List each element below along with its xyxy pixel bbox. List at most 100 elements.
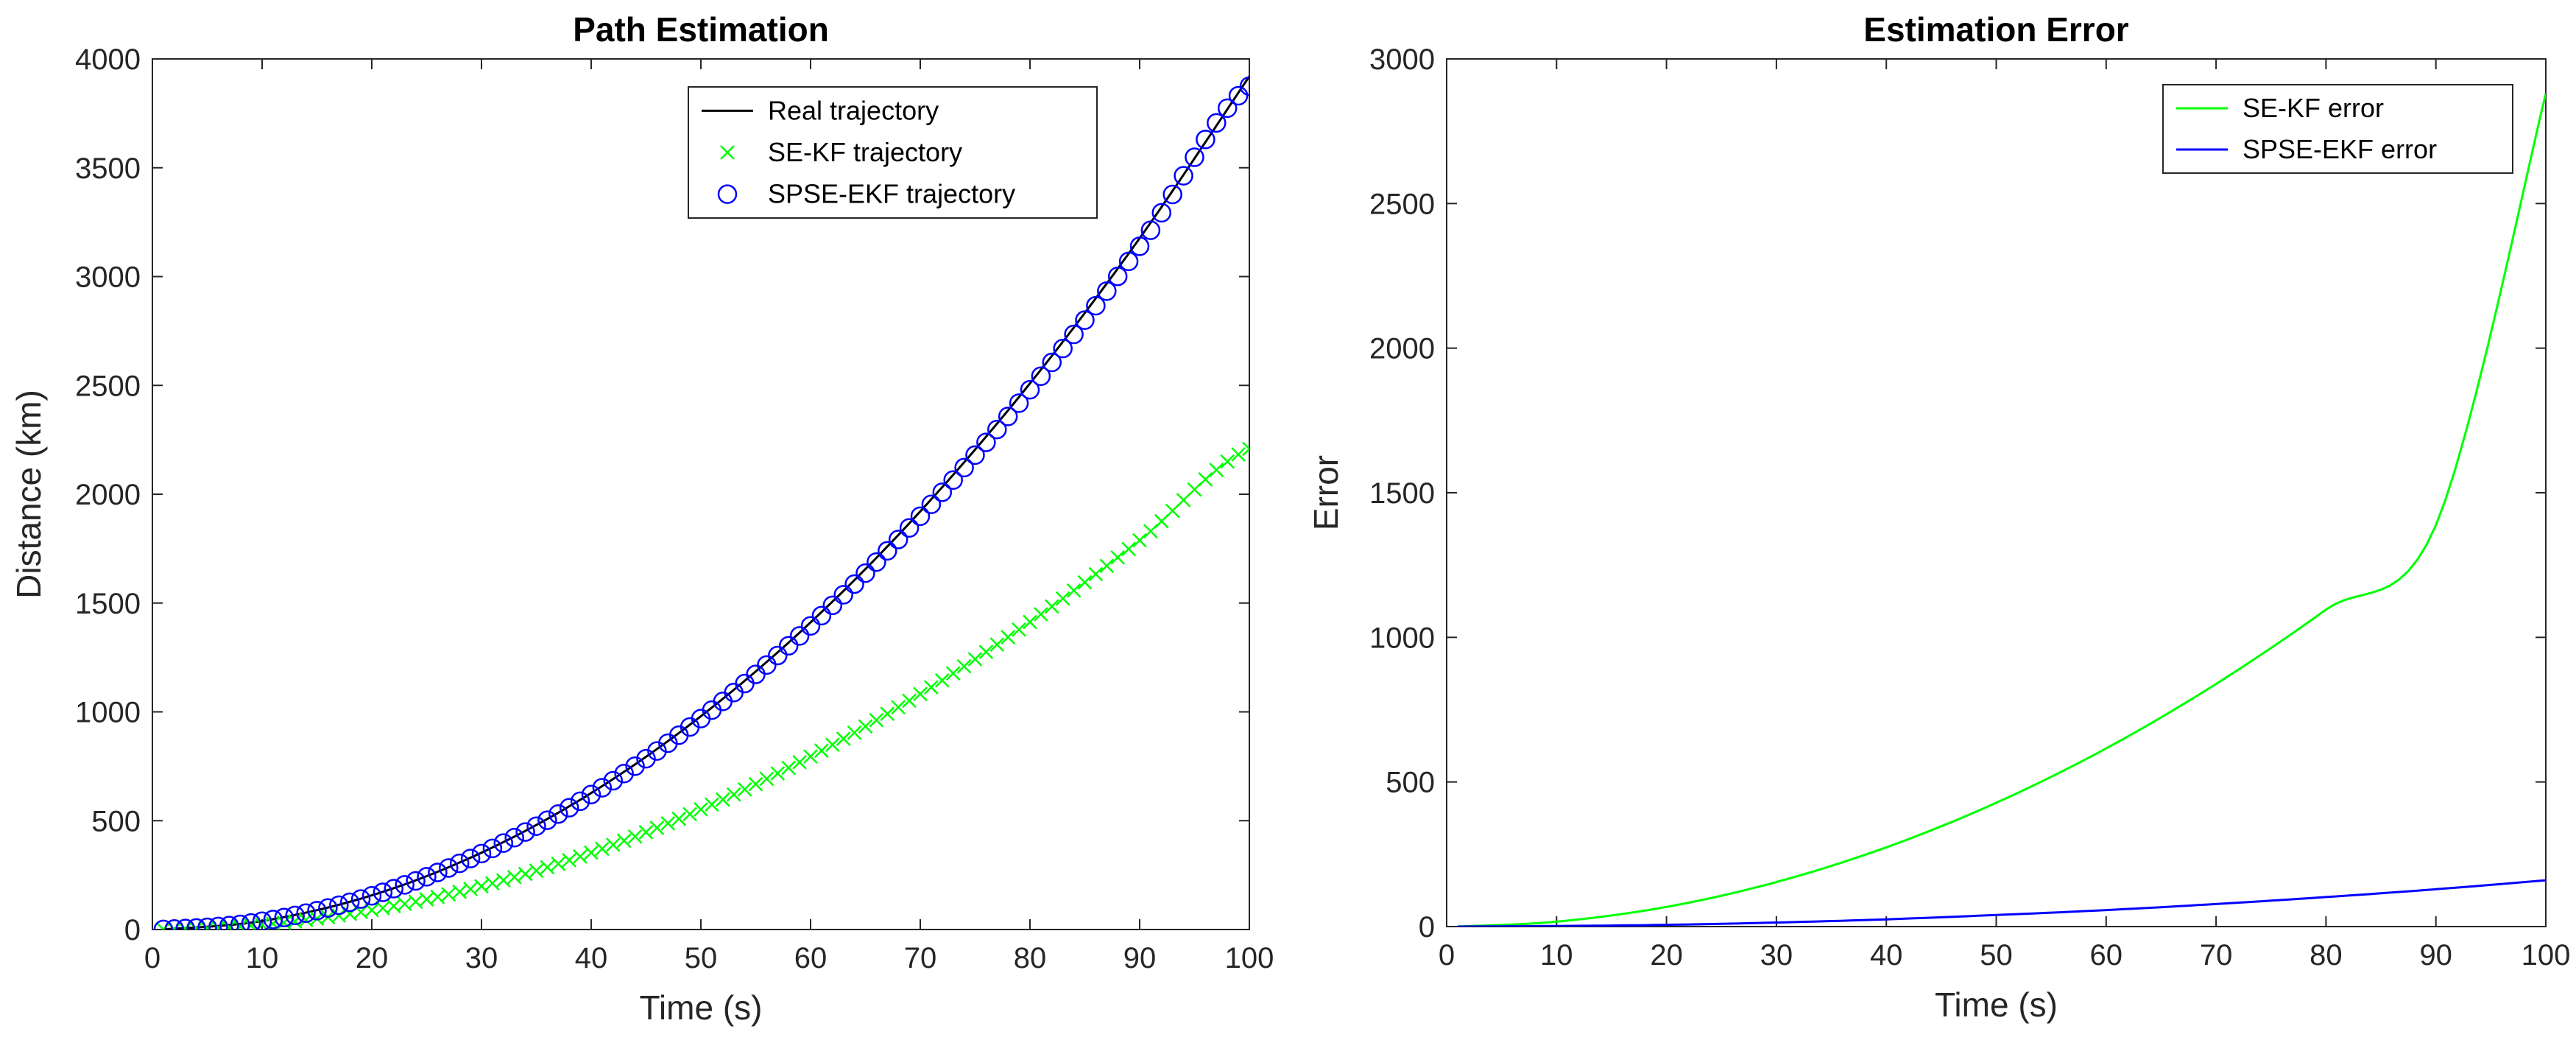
data-point — [924, 680, 939, 695]
data-point — [1086, 295, 1106, 316]
data-point — [715, 792, 730, 807]
y-axis-label: Distance (km) — [10, 390, 48, 599]
data-point — [406, 871, 426, 891]
data-point — [1001, 630, 1016, 644]
data-point — [474, 879, 489, 894]
data-point — [417, 867, 437, 887]
x-tick-label: 10 — [1540, 939, 1573, 972]
y-tick-label: 1000 — [75, 697, 141, 729]
x-tick-label: 60 — [2090, 939, 2123, 972]
x-tick-label: 70 — [904, 942, 937, 974]
data-point — [518, 866, 533, 882]
data-point — [1129, 236, 1150, 256]
data-point — [1162, 184, 1182, 205]
data-point — [902, 693, 917, 709]
data-point — [1044, 599, 1059, 614]
data-point — [614, 764, 634, 784]
data-point — [408, 894, 423, 910]
data-point — [847, 725, 862, 740]
series-group — [153, 75, 1249, 930]
y-tick-label: 2500 — [75, 370, 141, 402]
legend-box — [688, 86, 1098, 219]
data-point — [1198, 471, 1213, 487]
x-tick-label: 80 — [2309, 939, 2343, 972]
data-point — [449, 853, 470, 874]
y-tick-label: 0 — [1419, 911, 1435, 944]
data-point — [803, 749, 818, 764]
data-point — [1110, 549, 1126, 565]
chart-panel-1: 0 10 20 30 40 50 60 70 80 90 100050010001500200025… — [10, 10, 1274, 1027]
data-point — [822, 595, 843, 616]
legend-swatch — [717, 184, 738, 204]
chart-panel-2: 0 10 20 30 40 50 60 70 80 90 100050010001500200025… — [1307, 10, 2570, 1024]
data-point — [1239, 76, 1249, 96]
y-tick-label: 2000 — [75, 479, 141, 511]
data-point — [956, 658, 972, 674]
data-point — [987, 419, 1007, 440]
data-point — [1066, 583, 1081, 598]
data-point — [899, 518, 920, 538]
data-point — [463, 882, 478, 896]
data-point — [188, 921, 204, 930]
data-point — [603, 770, 624, 791]
data-point — [495, 873, 511, 888]
data-point — [551, 856, 566, 871]
x-tick-label: 50 — [1980, 939, 2013, 972]
y-axis-label: Error — [1307, 455, 1345, 530]
data-point — [200, 921, 215, 930]
data-point — [395, 875, 414, 895]
data-point — [548, 804, 568, 824]
data-point — [616, 833, 632, 848]
data-point — [954, 457, 974, 478]
x-tick-label: 20 — [1650, 939, 1683, 972]
x-tick-label: 0 — [1439, 939, 1455, 972]
data-point — [296, 903, 316, 923]
x-tick-label: 20 — [356, 942, 389, 974]
data-point — [989, 637, 1005, 653]
chart-title: Path Estimation — [573, 10, 829, 49]
data-point — [855, 563, 875, 583]
data-point — [252, 911, 272, 930]
data-point — [274, 907, 294, 927]
x-tick-label: 90 — [1123, 942, 1157, 974]
data-point — [978, 644, 994, 660]
y-tick-label: 1000 — [1369, 622, 1435, 654]
data-point — [737, 781, 752, 797]
data-point — [230, 914, 250, 930]
data-point — [1228, 85, 1249, 106]
data-point — [1220, 454, 1235, 469]
series-group — [1457, 93, 2546, 927]
data-point — [485, 876, 500, 891]
x-tick-label: 40 — [575, 942, 608, 974]
data-point — [836, 731, 851, 746]
data-point — [965, 445, 985, 465]
data-point — [573, 848, 587, 864]
data-point — [307, 901, 327, 921]
data-point — [595, 841, 610, 857]
data-point — [671, 811, 687, 826]
x-tick-label: 50 — [685, 942, 718, 974]
data-point — [1174, 166, 1193, 186]
legend-label: SE-KF error — [2242, 93, 2384, 123]
data-point — [910, 506, 931, 527]
data-point — [263, 910, 283, 930]
data-point — [759, 771, 774, 787]
data-point — [770, 766, 786, 781]
y-tick-label: 1500 — [1369, 477, 1435, 510]
data-point — [1185, 147, 1204, 167]
x-tick-label: 30 — [465, 942, 498, 974]
data-point — [208, 916, 228, 930]
data-point — [529, 863, 544, 878]
data-point — [811, 605, 832, 626]
data-point — [329, 895, 349, 916]
y-tick-label: 4000 — [75, 43, 141, 76]
data-point — [1055, 591, 1070, 606]
data-point — [164, 919, 185, 930]
data-point — [1217, 98, 1238, 119]
series-se-kf-trajectory — [156, 441, 1249, 930]
data-point — [1088, 566, 1104, 582]
data-point — [789, 626, 810, 646]
data-point — [570, 791, 590, 812]
y-tick-label: 0 — [124, 914, 141, 946]
data-point — [318, 898, 338, 918]
